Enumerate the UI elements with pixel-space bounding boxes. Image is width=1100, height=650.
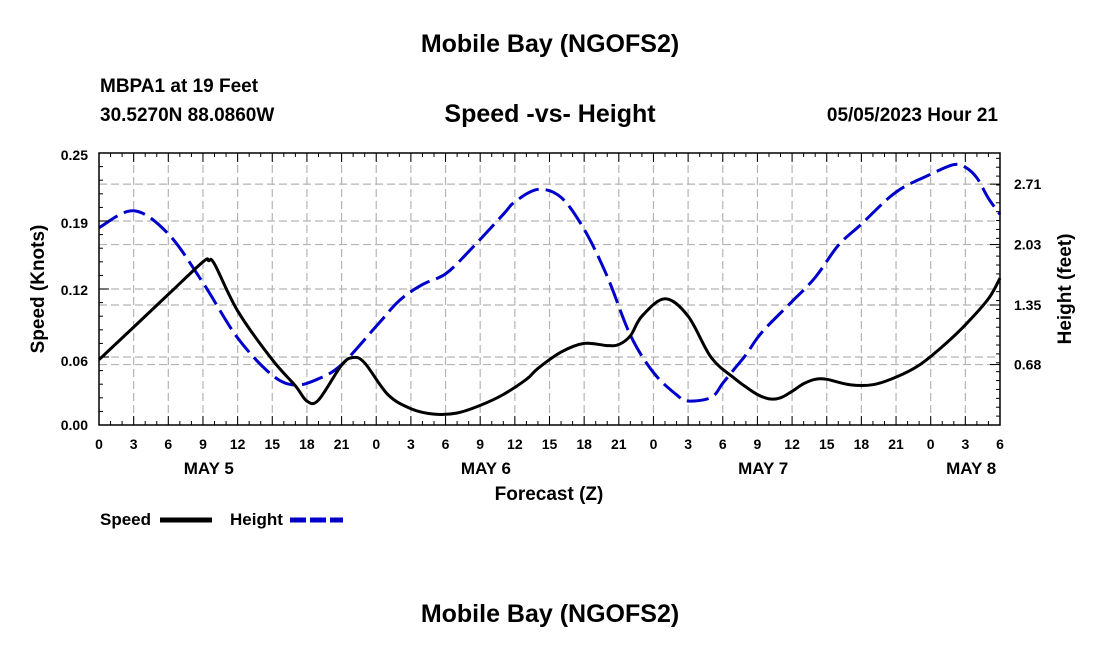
y-tick-label: 0.06 <box>61 353 88 369</box>
x-tick-label: 21 <box>888 436 904 452</box>
x-tick-label: 9 <box>754 436 762 452</box>
x-tick-label: 6 <box>442 436 450 452</box>
axis-ticks <box>98 152 1001 426</box>
x-axis-label: Forecast (Z) <box>495 484 604 505</box>
footer-title: Mobile Bay (NGOFS2) <box>420 600 680 628</box>
speed-height-chart: 0.00 0.06 0.12 0.19 0.25 0.68 1.35 2.03 … <box>28 147 1076 529</box>
chart-subtitle: Speed -vs- Height <box>444 100 656 128</box>
x-tick-label: 15 <box>819 436 835 452</box>
x-tick-label: 18 <box>576 436 592 452</box>
x-axis-labels: 0 3 6 9 12 15 18 21 0 3 6 9 12 15 18 21 0 3 6 9 12 15 18 21 0 3 6 <box>95 436 1004 452</box>
x-tick-label: 3 <box>407 436 415 452</box>
x-tick-label: 12 <box>230 436 246 452</box>
y2-axis-label: Height (feet) <box>1055 234 1076 345</box>
x-tick-label: 9 <box>476 436 484 452</box>
x-tick-label: 21 <box>611 436 627 452</box>
series-layer <box>97 162 1002 416</box>
right-axis-labels: 0.68 1.35 2.03 2.71 <box>1014 176 1041 372</box>
x-tick-label: 0 <box>650 436 658 452</box>
y-tick-label: 0.25 <box>61 147 88 163</box>
station-label: MBPA1 at 19 Feet <box>100 76 259 97</box>
y-tick-label: 0.00 <box>61 417 88 433</box>
x-tick-label: 15 <box>542 436 558 452</box>
left-axis-labels: 0.00 0.06 0.12 0.19 0.25 <box>61 147 88 433</box>
y-axis-label: Speed (Knots) <box>28 225 49 354</box>
x-tick-label: 6 <box>164 436 172 452</box>
legend-label-height: Height <box>230 510 283 529</box>
y-tick-label: 0.12 <box>61 282 88 298</box>
y-tick-label: 0.19 <box>61 215 88 231</box>
grid <box>99 153 1000 425</box>
x-tick-label: 0 <box>95 436 103 452</box>
chart-title: Mobile Bay (NGOFS2) <box>420 30 680 58</box>
date-label: MAY 5 <box>184 459 234 478</box>
date-label: MAY 6 <box>461 459 511 478</box>
x-tick-label: 9 <box>199 436 207 452</box>
legend: Speed Height <box>100 510 343 529</box>
x-tick-label: 3 <box>130 436 138 452</box>
date-label: MAY 8 <box>946 459 996 478</box>
x-tick-label: 6 <box>996 436 1004 452</box>
y2-tick-label: 0.68 <box>1014 357 1041 373</box>
forecast-datetime: 05/05/2023 Hour 21 <box>826 105 998 126</box>
y2-tick-label: 2.03 <box>1014 237 1041 253</box>
x-tick-label: 18 <box>299 436 315 452</box>
y2-tick-label: 2.71 <box>1014 176 1041 192</box>
coordinates-label: 30.5270N 88.0860W <box>100 105 275 126</box>
x-tick-label: 15 <box>264 436 280 452</box>
x-tick-label: 3 <box>684 436 692 452</box>
speed-series-line <box>97 257 1002 416</box>
height-series-line <box>98 162 1002 403</box>
x-tick-label: 0 <box>927 436 935 452</box>
x-tick-label: 18 <box>854 436 870 452</box>
x-tick-label: 12 <box>507 436 523 452</box>
x-tick-label: 21 <box>334 436 350 452</box>
x-tick-label: 12 <box>784 436 800 452</box>
x-tick-label: 0 <box>372 436 380 452</box>
y2-tick-label: 1.35 <box>1014 297 1041 313</box>
date-labels: MAY 5 MAY 6 MAY 7 MAY 8 <box>184 459 996 478</box>
date-label: MAY 7 <box>738 459 788 478</box>
x-tick-label: 3 <box>961 436 969 452</box>
x-tick-label: 6 <box>719 436 727 452</box>
legend-label-speed: Speed <box>100 510 151 529</box>
